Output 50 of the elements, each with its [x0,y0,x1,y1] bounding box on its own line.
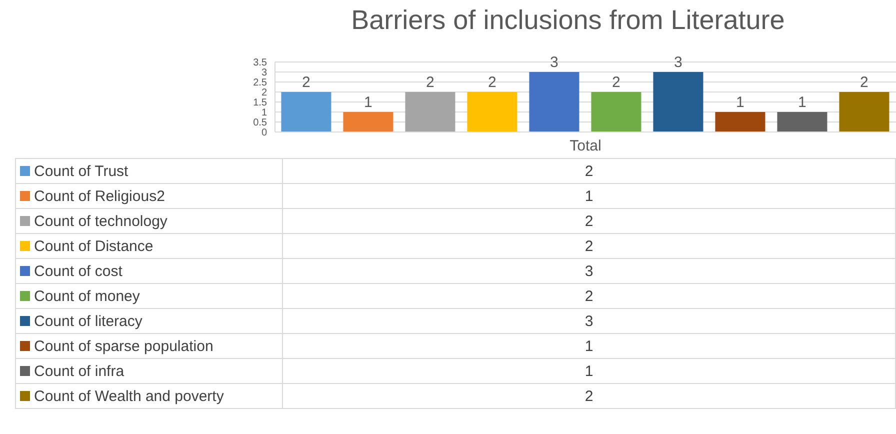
legend-label: Count of sparse population [16,334,282,358]
bar [839,92,890,132]
legend-label: Count of infra [16,358,282,384]
x-tick-label: Total [570,138,602,155]
bar [281,92,332,132]
data-label: 2 [860,74,868,91]
legend-label: Count of Distance [16,234,282,258]
y-tick-label: 1 [261,108,268,119]
bar [529,72,580,132]
text: 1 [282,358,896,384]
y-tick-label: 3.5 [253,58,268,69]
legend-label: Count of cost [16,258,282,284]
data-label: 1 [736,94,744,111]
legend-label: Count of technology [16,208,282,234]
text: 2 [282,284,896,308]
text: 2 [282,384,896,408]
data-label: 3 [674,54,682,71]
text: 2 [282,158,896,184]
y-tick-label: 1.5 [253,98,268,109]
bar [777,112,828,132]
data-label: 1 [798,94,806,111]
legend-label: Count of literacy [16,308,282,334]
bar [467,92,518,132]
y-tick-label: 0.5 [253,118,268,129]
y-tick-label: 3 [261,68,268,79]
bar [715,112,766,132]
bar [591,92,642,132]
data-label: 2 [426,74,434,91]
text: 1 [282,334,896,358]
text: 1 [282,184,896,208]
text: 2 [282,208,896,234]
legend-label: Count of Wealth and poverty [16,384,282,408]
data-label: 2 [302,74,310,91]
data-label: 2 [488,74,496,91]
y-tick-label: 0 [261,128,268,139]
data-label: 3 [550,54,558,71]
bar [343,112,394,132]
text: 3 [282,258,896,284]
text: 2 [282,234,896,258]
bar [405,92,456,132]
chart-title: Barriers of inclusions from Literature [350,4,786,37]
y-tick-label: 2.5 [253,78,268,89]
data-label: 2 [612,74,620,91]
data-label: 1 [364,94,372,111]
legend-label: Count of Trust [16,158,282,184]
y-tick-label: 2 [261,88,268,99]
legend-label: Count of money [16,284,282,308]
legend-label: Count of Religious2 [16,184,282,208]
text: 3 [282,308,896,334]
bar [653,72,704,132]
